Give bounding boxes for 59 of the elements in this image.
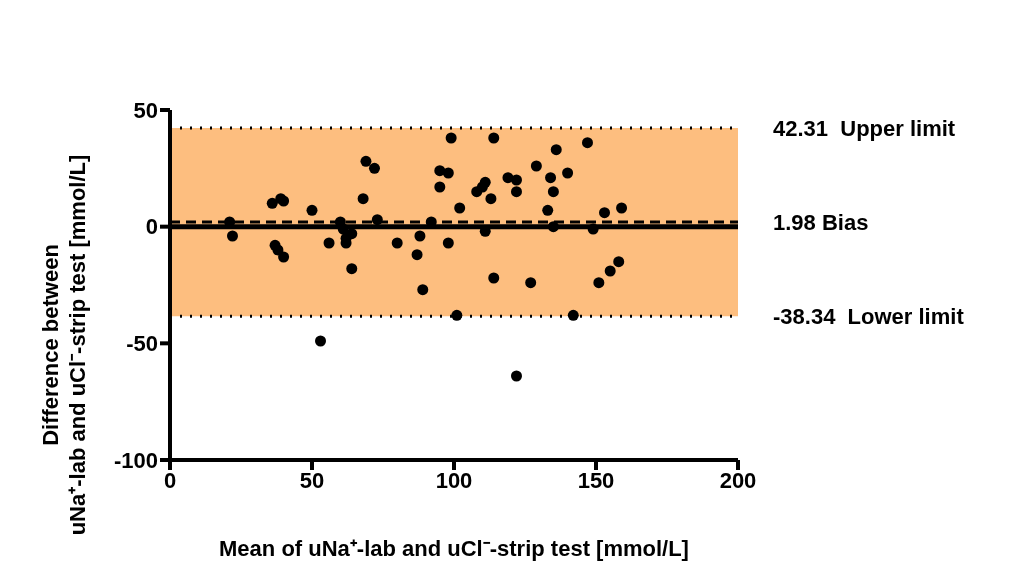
y-tick-label: -50: [126, 331, 158, 357]
y-tick-label: 0: [145, 214, 158, 240]
point: [562, 167, 574, 179]
point: [604, 265, 616, 277]
point: [488, 132, 500, 144]
point: [417, 284, 429, 296]
point: [545, 172, 557, 184]
point: [346, 228, 358, 240]
y-tick-label: -100: [113, 447, 158, 473]
point: [323, 237, 335, 249]
point: [616, 202, 628, 214]
point: [226, 230, 238, 242]
point: [266, 197, 278, 209]
point: [525, 277, 537, 289]
point: [315, 335, 327, 347]
point: [278, 251, 290, 263]
point: [488, 272, 500, 284]
point: [510, 174, 522, 186]
y-tick-label: 50: [133, 97, 158, 123]
x-tick-label: 0: [163, 467, 177, 493]
point: [434, 181, 446, 193]
ref-line-label: 1.98 Bias: [773, 210, 869, 236]
point: [371, 214, 383, 226]
point: [542, 204, 554, 216]
point: [547, 186, 559, 198]
ref-line-label: 42.31 Upper limit: [773, 115, 956, 141]
point: [454, 202, 466, 214]
point: [445, 132, 457, 144]
point: [593, 277, 605, 289]
point: [414, 230, 426, 242]
x-tick-label: 200: [719, 467, 757, 493]
point: [368, 162, 380, 174]
x-axis-title: Mean of uNa⁺-lab and uCl⁻-strip test [mmol/L]: [219, 536, 689, 561]
x-tick-label: 100: [435, 467, 473, 493]
point: [530, 160, 542, 172]
point: [547, 221, 559, 233]
point: [510, 370, 522, 382]
point: [442, 237, 454, 249]
point: [550, 144, 562, 156]
point: [442, 167, 454, 179]
point: [479, 176, 491, 188]
point: [485, 193, 497, 205]
point: [613, 256, 625, 268]
ref-line-label: -38.34 Lower limit: [773, 304, 965, 330]
x-tick-label: 150: [577, 467, 615, 493]
point: [510, 186, 522, 198]
point: [567, 309, 579, 321]
point: [599, 207, 611, 219]
point: [346, 263, 358, 275]
point: [357, 193, 369, 205]
point: [581, 137, 593, 149]
point: [587, 223, 599, 235]
point: [360, 155, 372, 167]
x-tick-label: 50: [299, 467, 325, 493]
point: [391, 237, 403, 249]
y-axis-title: Difference between uNa⁺-lab and uCl⁻-strip test [mmol/L]: [38, 154, 90, 536]
point: [451, 309, 463, 321]
point: [306, 204, 318, 216]
point: [411, 249, 423, 261]
